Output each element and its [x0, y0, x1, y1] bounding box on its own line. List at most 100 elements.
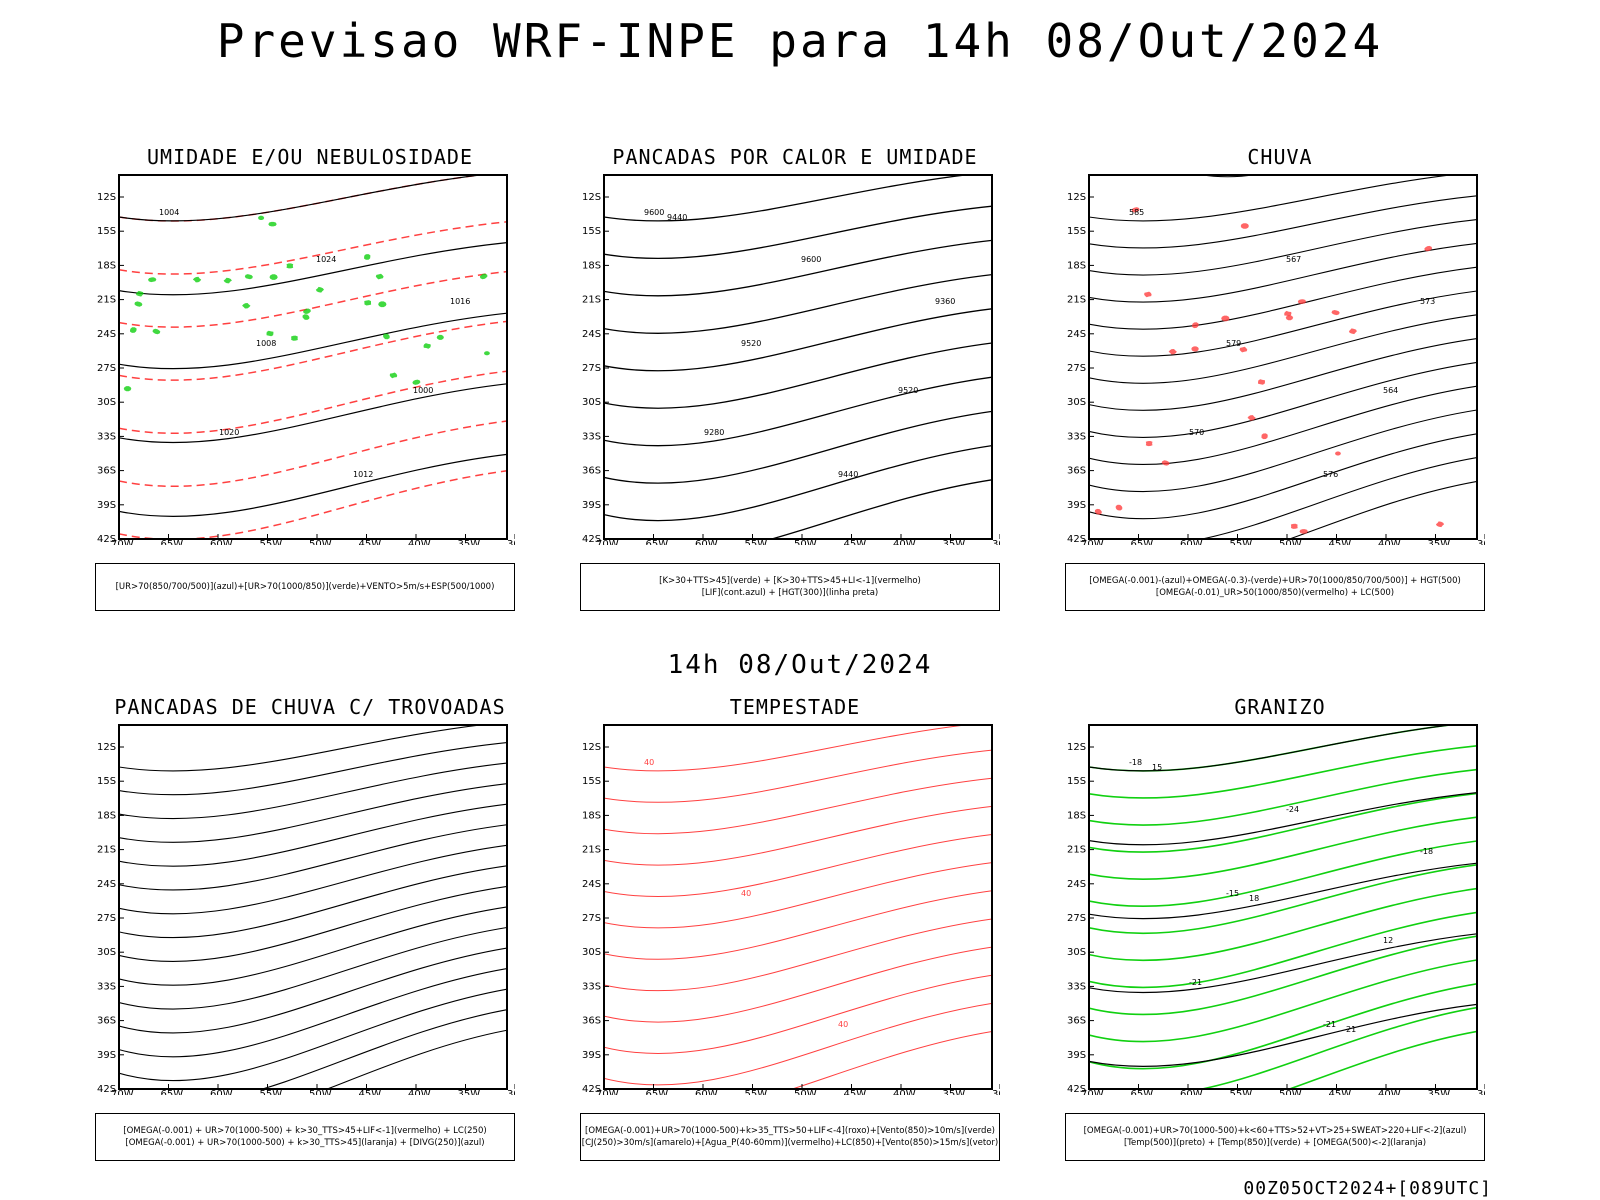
contour-label: 9600 [644, 208, 664, 217]
contour-label: 9520 [898, 386, 918, 395]
lon-tick-label: 60W [210, 539, 233, 545]
lon-tick-label: 45W [844, 1089, 867, 1095]
lon-tick-label: 50W [794, 539, 817, 545]
lat-tick-label: 24S [582, 329, 601, 340]
lon-tick-label: 35W [1428, 539, 1451, 545]
contour-label: 1020 [219, 428, 239, 437]
contour-label: 15 [1152, 763, 1162, 772]
contour-label: 9520 [741, 339, 761, 348]
lat-tick-label: 27S [97, 913, 116, 924]
contour-label: 579 [1226, 339, 1241, 348]
lat-tick-label: 24S [1067, 879, 1086, 890]
lon-tick-label: 60W [1180, 1089, 1203, 1095]
lat-tick-label: 27S [582, 363, 601, 374]
legend-line: [UR>70(850/700/500)](azul)+[UR>70(1000/8… [116, 581, 495, 593]
contour-label: 564 [1383, 386, 1398, 395]
contour-label: 570 [1189, 428, 1204, 437]
lat-tick-label: 30S [582, 947, 601, 958]
lat-tick-label: 15S [97, 776, 116, 787]
map-legend: [OMEGA(-0.001)+UR>70(1000-500)+k<60+TTS>… [1065, 1113, 1485, 1161]
lon-tick-label: 30W [992, 539, 1000, 545]
lat-tick-label: 36S [582, 466, 601, 477]
lat-tick-label: 39S [582, 500, 601, 511]
lon-tick-label: 50W [309, 1089, 332, 1095]
legend-line: [OMEGA(-0.001)+UR>70(1000-500)+k>35_TTS>… [585, 1125, 995, 1137]
lon-tick-label: 35W [943, 539, 966, 545]
lon-tick-label: 70W [111, 539, 134, 545]
contour-label: 573 [1420, 297, 1435, 306]
lat-tick-label: 12S [582, 742, 601, 753]
lon-tick-label: 65W [1131, 539, 1154, 545]
legend-line: [OMEGA(-0.001) + UR>70(1000-500) + k>30_… [123, 1125, 486, 1137]
lon-tick-label: 50W [794, 1089, 817, 1095]
lat-tick-label: 18S [582, 810, 601, 821]
contour-label: 12 [1383, 936, 1393, 945]
lat-tick-label: 30S [97, 947, 116, 958]
lon-tick-label: 65W [1131, 1089, 1154, 1095]
lon-tick-label: 55W [260, 539, 283, 545]
lon-tick-label: 70W [111, 1089, 134, 1095]
weather-map: 9600952094409360928096009520944012S15S18… [580, 173, 1000, 545]
lat-tick-label: 39S [1067, 500, 1086, 511]
lon-tick-label: 45W [1329, 539, 1352, 545]
lon-tick-label: 65W [161, 539, 184, 545]
lat-tick-label: 24S [582, 879, 601, 890]
panel-title: UMIDADE E/OU NEBULOSIDADE [75, 145, 545, 169]
lon-tick-label: 45W [359, 1089, 382, 1095]
lon-tick-label: 45W [359, 539, 382, 545]
contour-label: 9280 [704, 428, 724, 437]
weather-map: 12S15S18S21S24S27S30S33S36S39S42S70W 65W 6… [95, 723, 515, 1095]
legend-line: [OMEGA(-0.001)-(azul)+OMEGA(-0.3)-(verde… [1089, 575, 1461, 587]
lat-tick-label: 15S [1067, 776, 1086, 787]
lon-tick-label: 35W [458, 539, 481, 545]
panel-tempestade: TEMPESTADE 40 40 40 12S 15S 18S 21S 24S 27S 30S 33… [560, 695, 1030, 1165]
lat-tick-label: 12S [1067, 742, 1086, 753]
lon-tick-label: 45W [1329, 1089, 1352, 1095]
contour-label: 9600 [801, 255, 821, 264]
lat-tick-label: 15S [582, 226, 601, 237]
contour-label: -18 [1129, 758, 1142, 767]
panel-granizo: GRANIZO -18 -15 -21 -18 -21 -24 12 15 18 21 12S 15S… [1045, 695, 1515, 1165]
lat-tick-label: 30S [1067, 947, 1086, 958]
lat-tick-label: 33S [97, 431, 116, 442]
contour-label: -18 [1420, 847, 1433, 856]
weather-map: 1004 1008 1012 1016 1020 1024 1000 12S 15S 18S 21S… [95, 173, 515, 545]
contour-label: -15 [1226, 889, 1239, 898]
lat-tick-label: 21S [582, 295, 601, 306]
panel-title: GRANIZO [1045, 695, 1515, 719]
lon-tick-label: 40W [1378, 539, 1401, 545]
legend-line: [OMEGA(-0.001) + UR>70(1000-500) + k>30_… [125, 1137, 484, 1149]
contour-label: 585 [1129, 208, 1144, 217]
lon-tick-label: 40W [408, 539, 431, 545]
contour-label: 567 [1286, 255, 1301, 264]
forecast-time-label: 14h 08/Out/2024 [0, 650, 1600, 680]
lat-tick-label: 27S [97, 363, 116, 374]
weather-map: 585 579 576 573 570 567 564 12S 15S 18S 21S 24S 27S 3… [1065, 173, 1485, 545]
lat-tick-label: 18S [1067, 810, 1086, 821]
panel-title: PANCADAS POR CALOR E UMIDADE [560, 145, 1030, 169]
lat-tick-label: 15S [582, 776, 601, 787]
contour-label: 9440 [667, 213, 687, 222]
lat-tick-label: 15S [97, 226, 116, 237]
lat-tick-label: 24S [1067, 329, 1086, 340]
lon-tick-label: 60W [210, 1089, 233, 1095]
lat-tick-label: 18S [97, 810, 116, 821]
lon-tick-label: 55W [1230, 539, 1253, 545]
lon-tick-label: 65W [646, 539, 669, 545]
lat-tick-label: 27S [582, 913, 601, 924]
contour-label: 40 [838, 1020, 848, 1029]
lat-tick-label: 18S [1067, 260, 1086, 271]
lon-tick-label: 40W [1378, 1089, 1401, 1095]
panel-pancadas-calor: PANCADAS POR CALOR E UMIDADE 9600 9520 944… [560, 145, 1030, 615]
lat-tick-label: 39S [582, 1050, 601, 1061]
contour-label: 40 [644, 758, 654, 767]
lon-tick-label: 55W [745, 1089, 768, 1095]
lon-tick-label: 55W [260, 1089, 283, 1095]
lat-tick-label: 33S [582, 431, 601, 442]
lon-tick-label: 30W [992, 1089, 1000, 1095]
lon-tick-label: 70W [1081, 539, 1104, 545]
lon-tick-label: 60W [695, 539, 718, 545]
lat-tick-label: 33S [97, 981, 116, 992]
lon-tick-label: 30W [507, 1089, 515, 1095]
lat-tick-label: 12S [97, 192, 116, 203]
